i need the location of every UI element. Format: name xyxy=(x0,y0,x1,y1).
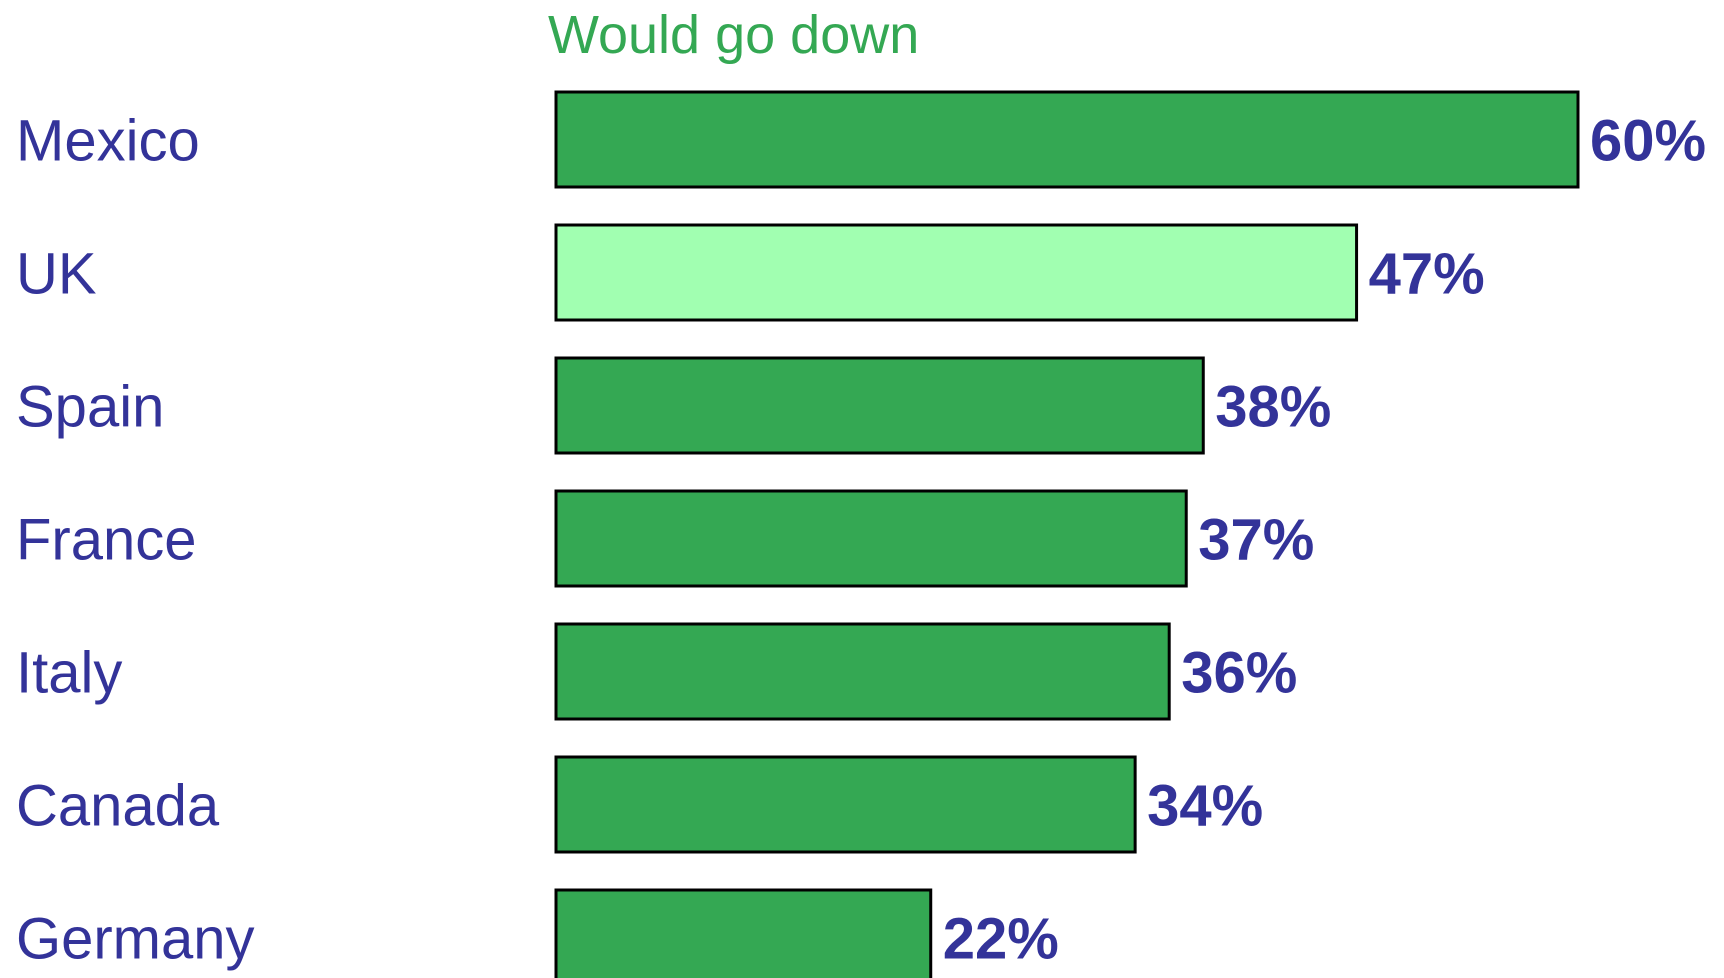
bar-row: Canada 34% xyxy=(16,755,1263,854)
value-label: 36% xyxy=(1181,641,1297,706)
value-label: 60% xyxy=(1590,109,1706,174)
category-label: Mexico xyxy=(16,109,200,174)
bar xyxy=(554,888,933,978)
bar xyxy=(554,755,1137,854)
category-label: UK xyxy=(16,242,97,307)
bar-row: Mexico 60% xyxy=(16,90,1706,189)
bar-row: Germany 22% xyxy=(16,888,1059,978)
chart-rows: Mexico 60% UK 47% Spain 38% France 37% Italy 36% C… xyxy=(16,90,1706,978)
bar xyxy=(554,223,1359,322)
bar xyxy=(554,622,1171,721)
category-label: France xyxy=(16,508,197,573)
bar-row: France 37% xyxy=(16,489,1314,588)
bar-row: Italy 36% xyxy=(16,622,1297,721)
category-label: Germany xyxy=(16,907,255,972)
value-label: 37% xyxy=(1198,508,1314,573)
bar-row: Spain 38% xyxy=(16,356,1331,455)
chart-title: Would go down xyxy=(548,5,919,65)
bar-row: UK 47% xyxy=(16,223,1485,322)
value-label: 34% xyxy=(1147,774,1263,839)
category-label: Italy xyxy=(16,641,122,706)
value-label: 47% xyxy=(1369,242,1485,307)
bar xyxy=(554,90,1580,189)
category-label: Canada xyxy=(16,774,220,839)
value-label: 22% xyxy=(943,907,1059,972)
category-label: Spain xyxy=(16,375,164,440)
bar xyxy=(554,356,1205,455)
bar xyxy=(554,489,1188,588)
value-label: 38% xyxy=(1215,375,1331,440)
